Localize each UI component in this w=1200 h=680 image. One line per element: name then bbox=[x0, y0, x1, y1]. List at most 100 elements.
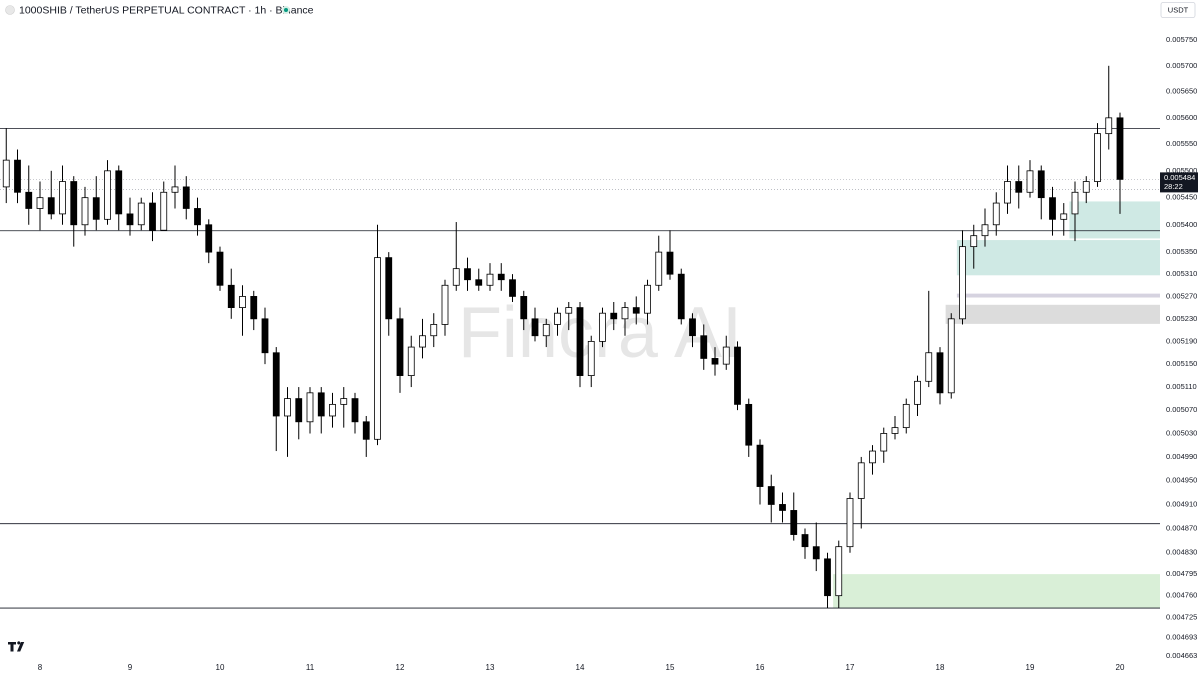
x-tick-label: 11 bbox=[306, 663, 315, 672]
x-tick-label: 9 bbox=[128, 663, 133, 672]
candle-body bbox=[306, 392, 314, 423]
candle-body bbox=[610, 312, 618, 320]
status-dot bbox=[284, 8, 288, 12]
y-tick-label: 0.005650 bbox=[1166, 87, 1197, 96]
candle-body bbox=[1015, 181, 1023, 193]
y-tick-label: 0.005310 bbox=[1166, 269, 1197, 278]
candle-body bbox=[824, 558, 831, 597]
candle-body bbox=[902, 403, 910, 429]
candle-body bbox=[700, 335, 708, 359]
zone bbox=[1069, 201, 1160, 239]
price-axis bbox=[1160, 0, 1200, 675]
chart-title: 1000SHIB / TetherUS PERPETUAL CONTRACT ·… bbox=[19, 4, 314, 16]
candle-body bbox=[137, 202, 145, 226]
candle-body bbox=[1082, 181, 1090, 193]
candle-body bbox=[216, 251, 224, 286]
candle-body bbox=[47, 197, 55, 215]
x-tick-label: 14 bbox=[576, 663, 585, 672]
y-tick-label: 0.005230 bbox=[1166, 314, 1197, 323]
candle-body bbox=[149, 202, 156, 231]
candle-body bbox=[812, 546, 820, 560]
y-tick-label: 0.005500 bbox=[1166, 166, 1197, 175]
candle-body bbox=[317, 392, 325, 417]
currency-label[interactable]: USDT bbox=[1168, 5, 1189, 14]
candle-body bbox=[857, 462, 865, 499]
candle-body bbox=[2, 159, 10, 188]
y-tick-label: 0.005030 bbox=[1166, 428, 1197, 437]
x-tick-label: 16 bbox=[756, 663, 765, 672]
y-tick-label: 0.005270 bbox=[1166, 291, 1197, 300]
candle-body bbox=[430, 324, 438, 337]
candle-body bbox=[70, 181, 78, 226]
candle-body bbox=[205, 224, 213, 253]
y-tick-label: 0.005350 bbox=[1166, 247, 1197, 256]
candle-body bbox=[115, 170, 123, 215]
candle-body bbox=[1116, 117, 1124, 180]
y-tick-label: 0.004760 bbox=[1166, 591, 1197, 600]
candle-body bbox=[362, 421, 370, 440]
candle-body bbox=[914, 380, 921, 405]
candle-body bbox=[734, 346, 741, 405]
candle-body bbox=[846, 498, 854, 548]
candle-body bbox=[565, 307, 573, 314]
y-tick-label: 0.005070 bbox=[1166, 405, 1197, 414]
candle-body bbox=[1071, 191, 1079, 215]
countdown: 28:22 bbox=[1164, 182, 1183, 191]
candle-body bbox=[14, 159, 21, 193]
candle-body bbox=[329, 403, 336, 417]
y-tick-label: 0.005550 bbox=[1166, 139, 1197, 148]
x-tick-label: 12 bbox=[396, 663, 405, 672]
candle-body bbox=[104, 170, 111, 220]
candle-body bbox=[992, 202, 1000, 226]
candle-body bbox=[531, 318, 539, 337]
symbol-icon bbox=[5, 5, 15, 15]
zone bbox=[833, 574, 1160, 609]
candle-body bbox=[261, 318, 269, 354]
x-tick-label: 13 bbox=[486, 663, 495, 672]
candle-body bbox=[677, 273, 685, 320]
candle-body bbox=[509, 279, 516, 297]
y-tick-label: 0.004830 bbox=[1166, 548, 1197, 557]
price-badge: 0.005484 28:22 bbox=[1160, 172, 1198, 193]
candle-body bbox=[227, 284, 235, 308]
candle-body bbox=[239, 296, 246, 308]
candle-body bbox=[801, 534, 809, 548]
candle-body bbox=[520, 296, 528, 320]
candle-body bbox=[272, 352, 280, 417]
candle-body bbox=[689, 318, 696, 337]
candle-body bbox=[880, 433, 888, 452]
candle-body bbox=[711, 358, 719, 365]
candle-body bbox=[655, 251, 663, 286]
y-tick-label: 0.004795 bbox=[1166, 569, 1197, 578]
candle-body bbox=[396, 318, 404, 376]
candle-body bbox=[452, 268, 460, 286]
y-tick-label: 0.004910 bbox=[1166, 499, 1197, 508]
candle-body bbox=[295, 398, 303, 423]
candle-body bbox=[587, 340, 595, 376]
candle-body bbox=[722, 346, 730, 365]
candle-body bbox=[621, 307, 629, 320]
candle-body bbox=[959, 246, 966, 320]
currency-button[interactable] bbox=[1160, 2, 1196, 18]
candle-body bbox=[385, 257, 393, 320]
x-tick-label: 17 bbox=[846, 663, 855, 672]
candle-body bbox=[160, 191, 168, 231]
candle-body bbox=[1037, 170, 1045, 199]
candle-body bbox=[756, 444, 764, 487]
candle-body bbox=[644, 284, 651, 314]
candle-body bbox=[745, 403, 753, 446]
candle-body bbox=[970, 235, 978, 248]
axis-labels: 0.005750 0.005700 0.005650 0.005600 0.005550… bbox=[38, 35, 1198, 672]
candle-body bbox=[284, 398, 291, 417]
levels bbox=[0, 127, 1160, 609]
candle-body bbox=[171, 186, 179, 193]
x-tick-label: 10 bbox=[216, 663, 225, 672]
candle-body bbox=[407, 346, 415, 376]
candle-body bbox=[250, 296, 258, 320]
candle-body bbox=[126, 213, 134, 226]
candle-body bbox=[767, 486, 775, 505]
candle-body bbox=[475, 279, 483, 286]
y-tick-label: 0.004663 bbox=[1166, 651, 1197, 660]
y-tick-label: 0.004950 bbox=[1166, 476, 1197, 485]
